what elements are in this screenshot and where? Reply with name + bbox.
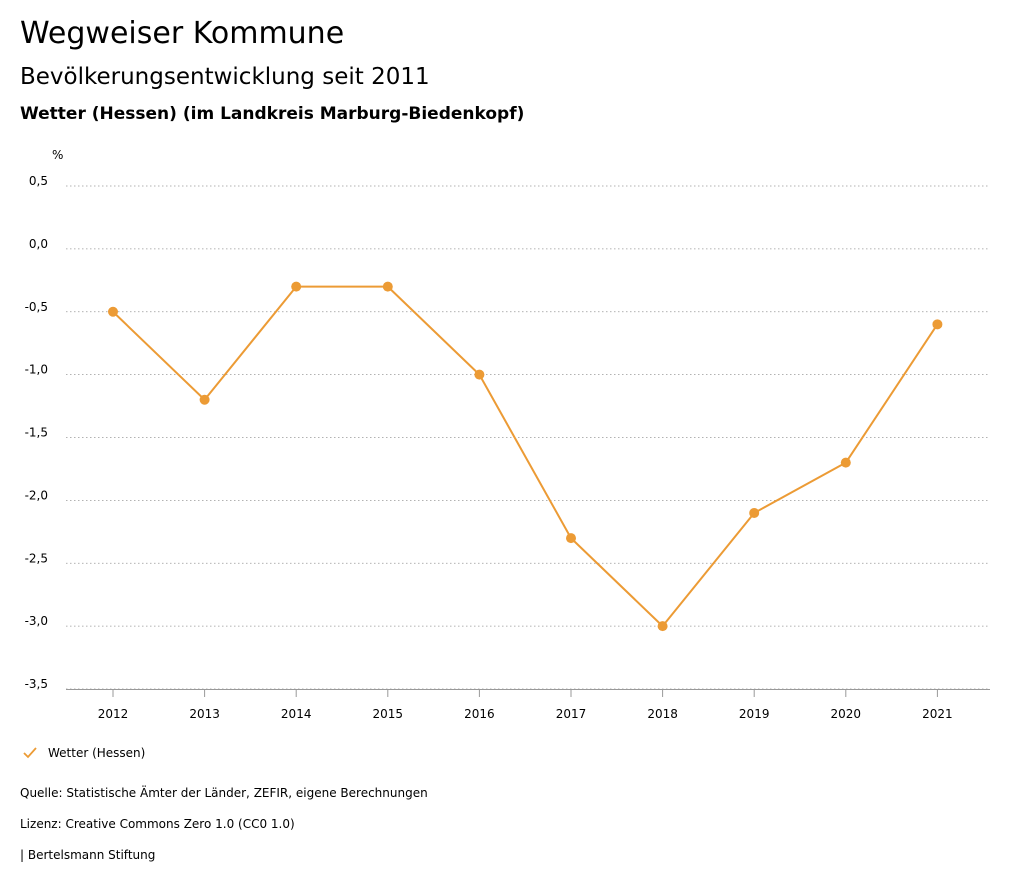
- region-label: Wetter (Hessen) (im Landkreis Marburg-Bi…: [20, 104, 525, 124]
- series-line: [112, 285, 939, 628]
- series: [108, 281, 943, 632]
- data-point[interactable]: [566, 533, 576, 544]
- data-point[interactable]: [932, 319, 943, 330]
- data-point[interactable]: [108, 306, 118, 317]
- x-tick-label: 2021: [922, 707, 953, 721]
- x-axis-ticks: 2012 2013 2014 2015 2016 2017 2018 2019 2020 2021: [66, 689, 990, 721]
- data-point[interactable]: [749, 507, 760, 518]
- y-tick-label: -1,5: [25, 426, 48, 440]
- source-note: Quelle: Statistische Ämter der Länder, Z…: [20, 786, 428, 800]
- x-tick-label: 2014: [281, 707, 312, 721]
- x-tick-label: 2012: [98, 707, 129, 721]
- x-tick-label: 2019: [739, 707, 770, 721]
- grid: [66, 185, 990, 690]
- legend-label: Wetter (Hessen): [48, 746, 146, 760]
- y-tick-label: -0,5: [25, 300, 48, 314]
- legend[interactable]: Wetter (Hessen): [22, 745, 145, 761]
- y-axis-unit: %: [52, 148, 63, 162]
- data-point[interactable]: [840, 457, 851, 468]
- y-tick-label: 0,0: [29, 237, 48, 251]
- x-tick-label: 2020: [831, 707, 862, 721]
- publisher-note: | Bertelsmann Stiftung: [20, 848, 156, 862]
- y-tick-label: -1,0: [25, 363, 48, 377]
- data-point[interactable]: [199, 394, 210, 405]
- y-tick-label: -3,5: [25, 677, 48, 691]
- y-axis-ticks: 0,5 0,0 -0,5 -1,0 -1,5 -2,0 -2,5 -3,0 -3,5: [25, 174, 48, 691]
- x-tick-label: 2013: [189, 707, 220, 721]
- chart-subtitle: Bevölkerungsentwicklung seit 2011: [20, 64, 430, 90]
- x-tick-label: 2017: [556, 707, 587, 721]
- check-icon: [23, 747, 37, 759]
- line-chart: % 0,5 0,0 -0,5 -1,0 -1,5 -2,0 -2,5 -3,0 -3,5 201…: [25, 148, 990, 721]
- x-tick-label: 2016: [464, 707, 495, 721]
- data-point[interactable]: [474, 369, 485, 380]
- page-title: Wegweiser Kommune: [20, 16, 345, 51]
- data-point[interactable]: [382, 281, 393, 292]
- y-tick-label: -2,0: [25, 488, 48, 502]
- x-tick-label: 2018: [647, 707, 678, 721]
- license-note: Lizenz: Creative Commons Zero 1.0 (CC0 1…: [20, 817, 295, 831]
- x-tick-label: 2015: [373, 707, 404, 721]
- y-tick-label: -3,0: [25, 614, 48, 628]
- data-point[interactable]: [657, 621, 668, 632]
- y-tick-label: -2,5: [25, 551, 48, 565]
- y-tick-label: 0,5: [29, 174, 48, 188]
- data-point[interactable]: [291, 281, 302, 292]
